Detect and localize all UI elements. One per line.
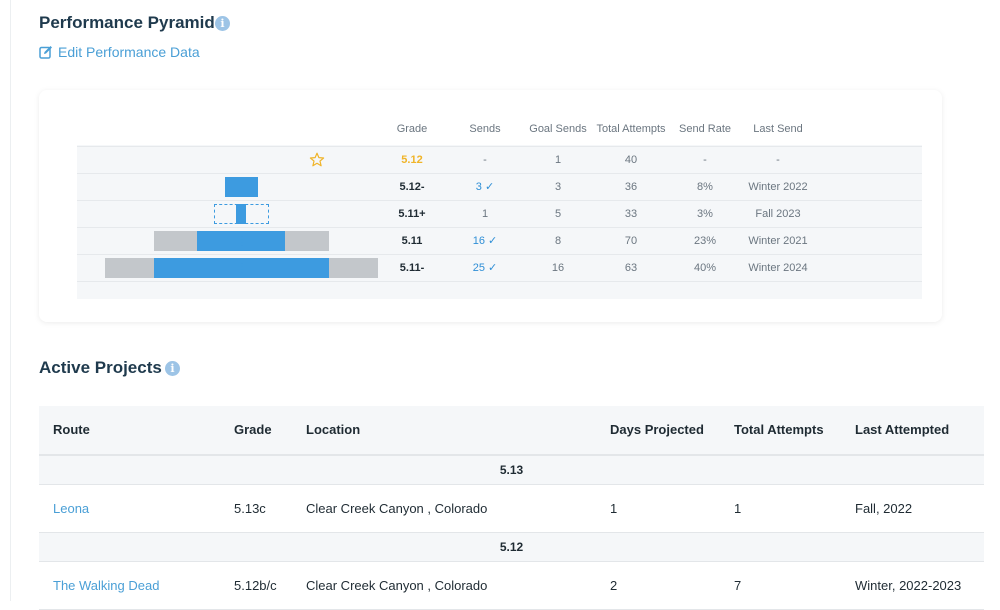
location-cell: Clear Creek Canyon , Colorado [306, 501, 488, 516]
route-link[interactable]: The Walking Dead [53, 578, 160, 593]
col-header-sends: Sends [469, 123, 501, 135]
total-attempts-cell: 33 [624, 208, 638, 220]
pyramid-row: 5.11 16 ✓ 8 70 23% Winter 2021 [77, 227, 922, 254]
col-header-goal-sends: Goal Sends [529, 123, 587, 135]
total-attempts-cell: 40 [624, 154, 638, 166]
total-attempts-cell: 70 [624, 235, 638, 247]
goal-bar [213, 204, 269, 224]
last-send-cell: Fall 2023 [755, 208, 801, 220]
days-projected-cell: 1 [610, 501, 618, 516]
col-header-location[interactable]: Location [306, 422, 361, 437]
col-header-total-attempts: Total Attempts [596, 123, 666, 135]
total-attempts-cell: 7 [734, 578, 742, 593]
grade-group-header: 5.13 [39, 456, 984, 485]
send-rate-cell: 40% [693, 262, 717, 274]
sends-bar [224, 177, 258, 197]
last-send-cell: Winter 2021 [748, 235, 808, 247]
left-divider [10, 0, 11, 601]
edit-icon [39, 46, 52, 59]
grade-cell: 5.11 [401, 235, 423, 247]
edit-performance-label: Edit Performance Data [58, 44, 200, 60]
col-header-last-send: Last Send [753, 123, 803, 135]
info-icon[interactable]: i [165, 361, 180, 376]
goal-bar [224, 177, 258, 197]
col-header-grade[interactable]: Grade [234, 422, 272, 437]
goal-sends-cell: 5 [554, 208, 562, 220]
grade-cell: 5.12 [401, 154, 423, 166]
col-header-last-attempted[interactable]: Last Attempted [855, 422, 950, 437]
days-projected-cell: 2 [610, 578, 618, 593]
sends-cell: 3 ✓ [475, 181, 495, 193]
goal-sends-cell: 1 [554, 154, 562, 166]
sends-cell: 16 ✓ [472, 235, 498, 247]
last-send-cell: Winter 2022 [748, 181, 808, 193]
grade-cell: 5.12b/c [234, 578, 277, 593]
table-row: The Walking Dead 5.12b/c Clear Creek Can… [39, 562, 984, 610]
goal-sends-cell: 3 [554, 181, 562, 193]
grade-cell: 5.12- [399, 181, 425, 193]
grade-cell: 5.11+ [398, 208, 426, 220]
pyramid-row: 5.11+ 1 5 33 3% Fall 2023 [77, 200, 922, 227]
goal-sends-cell: 16 [551, 262, 565, 274]
edit-performance-link[interactable]: Edit Performance Data [39, 44, 200, 60]
goal-bar [241, 258, 243, 278]
col-header-send-rate: Send Rate [679, 123, 731, 135]
col-header-route[interactable]: Route [53, 422, 90, 437]
grade-group-header: 5.12 [39, 533, 984, 562]
goal-bar [241, 231, 243, 251]
goal-sends-cell: 8 [554, 235, 562, 247]
grade-cell: 5.13c [234, 501, 266, 516]
info-icon[interactable]: i [215, 16, 230, 31]
col-header-days-projected[interactable]: Days Projected [610, 422, 704, 437]
table-row: Leona 5.13c Clear Creek Canyon , Colorad… [39, 485, 984, 533]
sends-bar [236, 204, 246, 224]
performance-title: Performance Pyramid [39, 13, 215, 32]
send-rate-cell: - [703, 154, 707, 166]
grade-cell: 5.11- [399, 262, 425, 274]
active-projects-title: Active Projects [39, 358, 162, 377]
star-icon [309, 152, 325, 167]
col-header-total-attempts[interactable]: Total Attempts [734, 422, 824, 437]
total-attempts-cell: 1 [734, 501, 742, 516]
table-header: Route Grade Location Days Projected Tota… [39, 406, 984, 456]
pyramid-row: 5.12- 3 ✓ 3 36 8% Winter 2022 [77, 173, 922, 200]
pyramid-row: 5.11- 25 ✓ 16 63 40% Winter 2024 [77, 254, 922, 282]
send-rate-cell: 23% [693, 235, 717, 247]
send-rate-cell: 8% [697, 181, 713, 193]
last-send-cell: - [776, 154, 780, 166]
total-attempts-cell: 36 [624, 181, 638, 193]
sends-cell: 25 ✓ [472, 262, 498, 274]
pyramid-row: 5.12 - 1 40 - - [77, 146, 922, 173]
sends-cell: - [483, 154, 487, 166]
total-attempts-cell: 63 [624, 262, 638, 274]
projects-table: Route Grade Location Days Projected Tota… [39, 406, 984, 610]
route-link[interactable]: Leona [53, 501, 90, 516]
last-send-cell: Winter 2024 [748, 262, 808, 274]
last-attempted-cell: Fall, 2022 [855, 501, 913, 516]
sends-cell: 1 [481, 208, 489, 220]
location-cell: Clear Creek Canyon , Colorado [306, 578, 488, 593]
last-attempted-cell: Winter, 2022-2023 [855, 578, 962, 593]
col-header-grade: Grade [396, 123, 428, 135]
send-rate-cell: 3% [697, 208, 713, 220]
